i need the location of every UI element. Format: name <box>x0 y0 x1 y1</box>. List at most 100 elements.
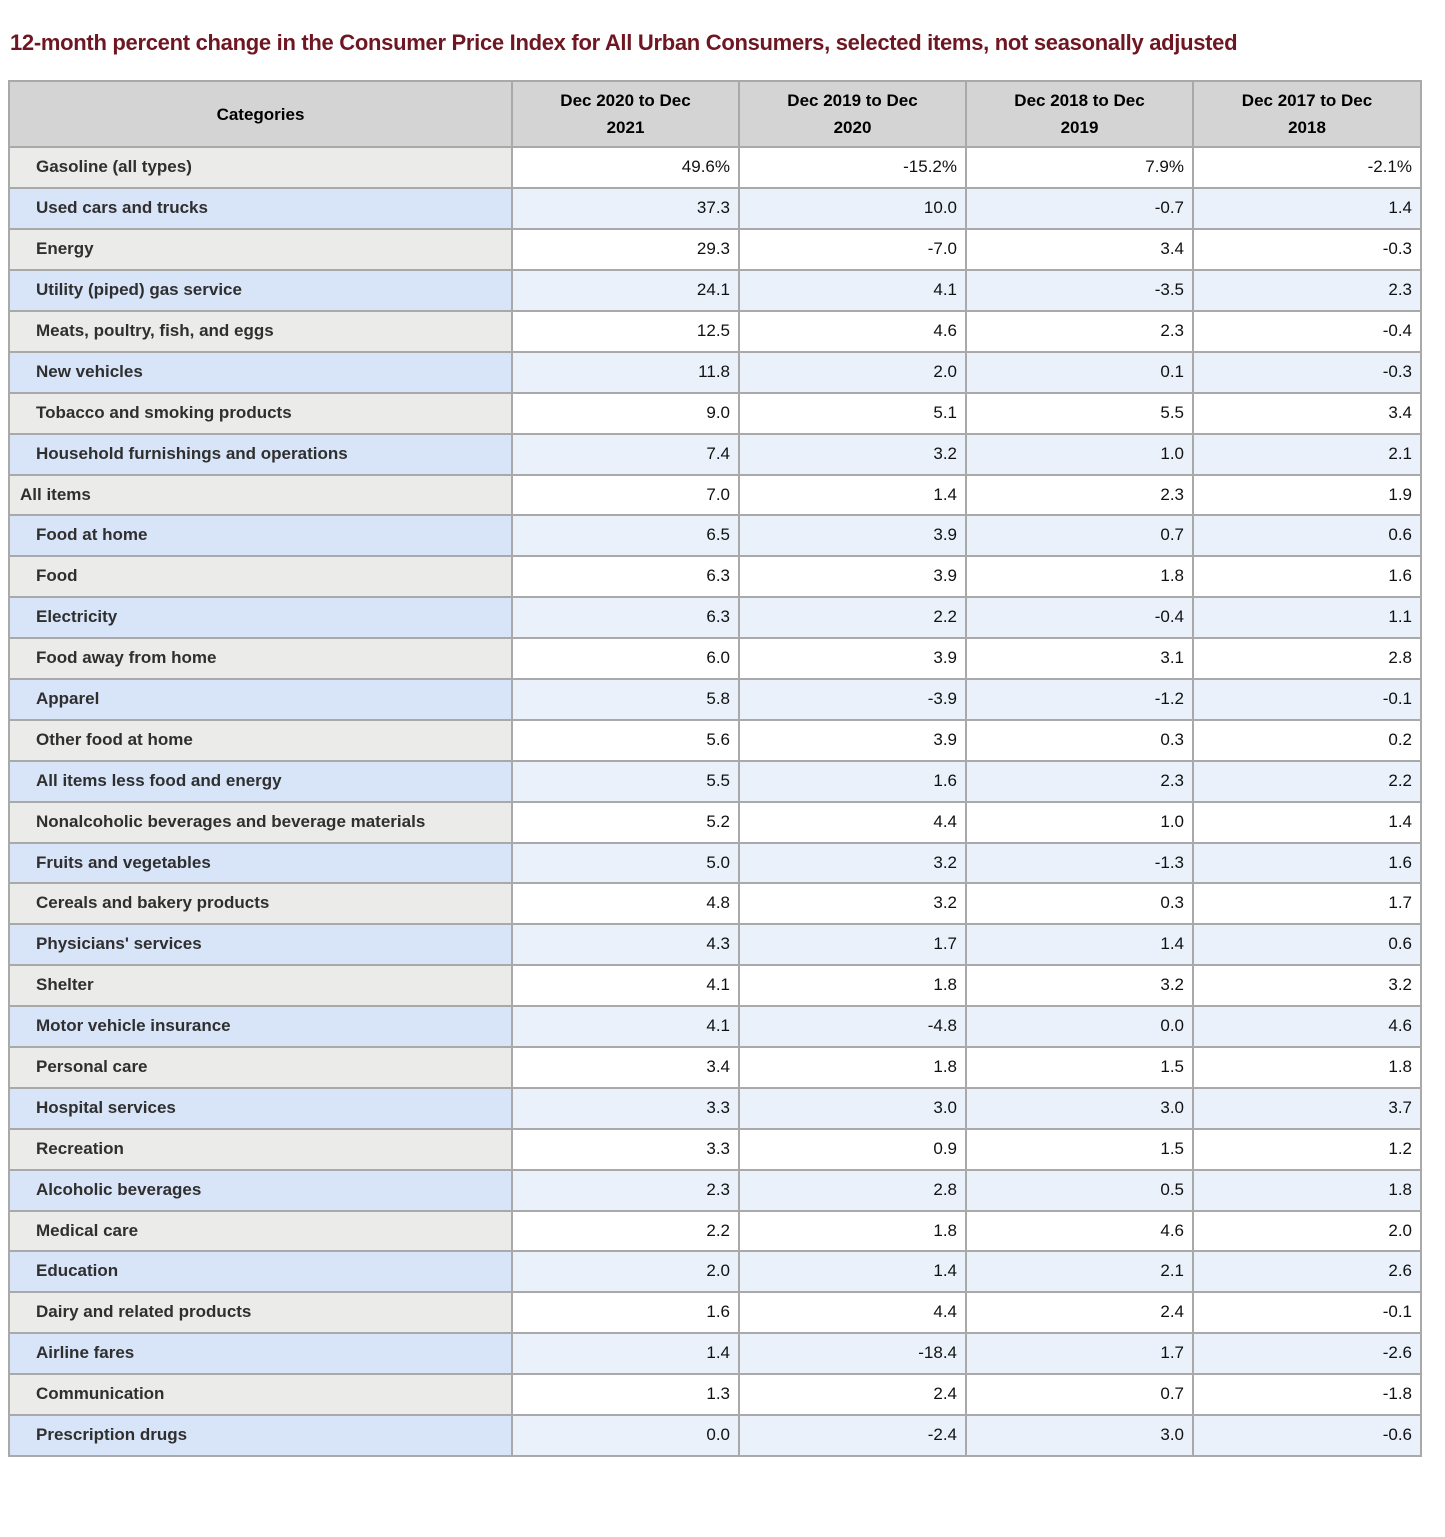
value-cell: 3.9 <box>738 514 967 558</box>
table-row: Fruits and vegetables 5.0 3.2 -1.3 1.6 <box>8 841 1422 885</box>
table-row: Prescription drugs 0.0 -2.4 3.0 -0.6 <box>8 1413 1422 1457</box>
value-cell: 1.6 <box>738 759 967 803</box>
category-cell: Electricity <box>8 596 513 640</box>
value-cell: 0.0 <box>965 1005 1194 1048</box>
column-header-period: Dec 2018 to Dec 2019 <box>965 79 1194 149</box>
value-cell: 1.4 <box>1192 800 1422 844</box>
value-cell: 4.1 <box>738 269 967 312</box>
value-cell: 1.7 <box>1192 882 1422 926</box>
column-header-period: Dec 2017 to Dec 2018 <box>1192 79 1422 149</box>
table-row: Tobacco and smoking products 9.0 5.1 5.5 3.4 <box>8 391 1422 435</box>
category-cell: Utility (piped) gas service <box>8 269 513 312</box>
value-cell: 1.0 <box>965 800 1194 844</box>
value-cell: -18.4 <box>738 1332 967 1376</box>
value-cell: 4.1 <box>511 1005 740 1048</box>
value-cell: 1.4 <box>738 473 967 517</box>
value-cell: -1.2 <box>965 677 1194 721</box>
value-cell: 3.2 <box>738 432 967 476</box>
value-cell: 1.8 <box>965 555 1194 599</box>
value-cell: 5.0 <box>511 841 740 885</box>
value-cell: 0.6 <box>1192 923 1422 967</box>
category-cell: Recreation <box>8 1127 513 1171</box>
value-cell: 0.7 <box>965 1373 1194 1416</box>
table-row: Food away from home 6.0 3.9 3.1 2.8 <box>8 637 1422 680</box>
value-cell: -0.4 <box>965 596 1194 640</box>
category-cell: Fruits and vegetables <box>8 841 513 885</box>
category-cell: Other food at home <box>8 718 513 762</box>
cpi-table: Categories Dec 2020 to Dec 2021 Dec 2019 t… <box>8 79 1422 1457</box>
table-row: Used cars and trucks 37.3 10.0 -0.7 1.4 <box>8 187 1422 231</box>
category-cell: Physicians' services <box>8 923 513 967</box>
table-row: Hospital services 3.3 3.0 3.0 3.7 <box>8 1086 1422 1130</box>
value-cell: 2.3 <box>511 1168 740 1212</box>
value-cell: 2.1 <box>1192 432 1422 476</box>
value-cell: 1.8 <box>738 964 967 1008</box>
value-cell: 12.5 <box>511 309 740 353</box>
value-cell: 1.8 <box>1192 1045 1422 1089</box>
value-cell: 3.7 <box>1192 1086 1422 1130</box>
value-cell: 0.2 <box>1192 718 1422 762</box>
table-row: Recreation 3.3 0.9 1.5 1.2 <box>8 1127 1422 1171</box>
category-cell: Education <box>8 1250 513 1294</box>
value-cell: 2.3 <box>965 473 1194 517</box>
category-cell: Hospital services <box>8 1086 513 1130</box>
value-cell: -0.1 <box>1192 677 1422 721</box>
value-cell: 37.3 <box>511 187 740 231</box>
category-cell: Alcoholic beverages <box>8 1168 513 1212</box>
value-cell: 3.3 <box>511 1127 740 1171</box>
value-cell: 4.3 <box>511 923 740 967</box>
category-cell: All items less food and energy <box>8 759 513 803</box>
value-cell: -15.2% <box>738 146 967 190</box>
value-cell: 4.6 <box>1192 1005 1422 1048</box>
value-cell: -0.3 <box>1192 228 1422 272</box>
value-cell: 1.6 <box>511 1291 740 1335</box>
category-cell: All items <box>8 473 513 517</box>
value-cell: 4.4 <box>738 1291 967 1335</box>
value-cell: 1.3 <box>511 1373 740 1416</box>
value-cell: 5.5 <box>965 391 1194 435</box>
value-cell: -1.8 <box>1192 1373 1422 1416</box>
header-row: Categories Dec 2020 to Dec 2021 Dec 2019 t… <box>8 79 1422 149</box>
value-cell: 1.0 <box>965 432 1194 476</box>
category-cell: New vehicles <box>8 350 513 394</box>
value-cell: 5.6 <box>511 718 740 762</box>
category-cell: Food at home <box>8 514 513 558</box>
value-cell: 2.2 <box>738 596 967 640</box>
category-cell: Prescription drugs <box>8 1413 513 1457</box>
category-cell: Nonalcoholic beverages and beverage mate… <box>8 800 513 844</box>
table-row: Alcoholic beverages 2.3 2.8 0.5 1.8 <box>8 1168 1422 1212</box>
value-cell: 6.5 <box>511 514 740 558</box>
value-cell: 1.4 <box>738 1250 967 1294</box>
value-cell: 3.9 <box>738 718 967 762</box>
table-row: New vehicles 11.8 2.0 0.1 -0.3 <box>8 350 1422 394</box>
table-row: Household furnishings and operations 7.4 3… <box>8 432 1422 476</box>
value-cell: 2.8 <box>738 1168 967 1212</box>
value-cell: 3.4 <box>511 1045 740 1089</box>
value-cell: -3.5 <box>965 269 1194 312</box>
value-cell: -3.9 <box>738 677 967 721</box>
table-row: Gasoline (all types) 49.6% -15.2% 7.9% -2.1% <box>8 146 1422 190</box>
value-cell: 0.9 <box>738 1127 967 1171</box>
value-cell: 5.2 <box>511 800 740 844</box>
value-cell: 2.2 <box>511 1209 740 1253</box>
value-cell: 1.8 <box>738 1209 967 1253</box>
value-cell: 11.8 <box>511 350 740 394</box>
value-cell: 9.0 <box>511 391 740 435</box>
value-cell: 6.0 <box>511 637 740 680</box>
column-header-period: Dec 2019 to Dec 2020 <box>738 79 967 149</box>
value-cell: 5.8 <box>511 677 740 721</box>
value-cell: 4.6 <box>965 1209 1194 1253</box>
category-cell: Meats, poultry, fish, and eggs <box>8 309 513 353</box>
value-cell: 3.0 <box>965 1086 1194 1130</box>
value-cell: 10.0 <box>738 187 967 231</box>
value-cell: 1.1 <box>1192 596 1422 640</box>
table-row: All items less food and energy 5.5 1.6 2.3 2… <box>8 759 1422 803</box>
value-cell: 1.8 <box>738 1045 967 1089</box>
value-cell: 0.3 <box>965 718 1194 762</box>
value-cell: 0.1 <box>965 350 1194 394</box>
category-cell: Personal care <box>8 1045 513 1089</box>
category-cell: Motor vehicle insurance <box>8 1005 513 1048</box>
value-cell: 3.0 <box>965 1413 1194 1457</box>
column-header-categories: Categories <box>8 79 513 149</box>
value-cell: 2.0 <box>511 1250 740 1294</box>
